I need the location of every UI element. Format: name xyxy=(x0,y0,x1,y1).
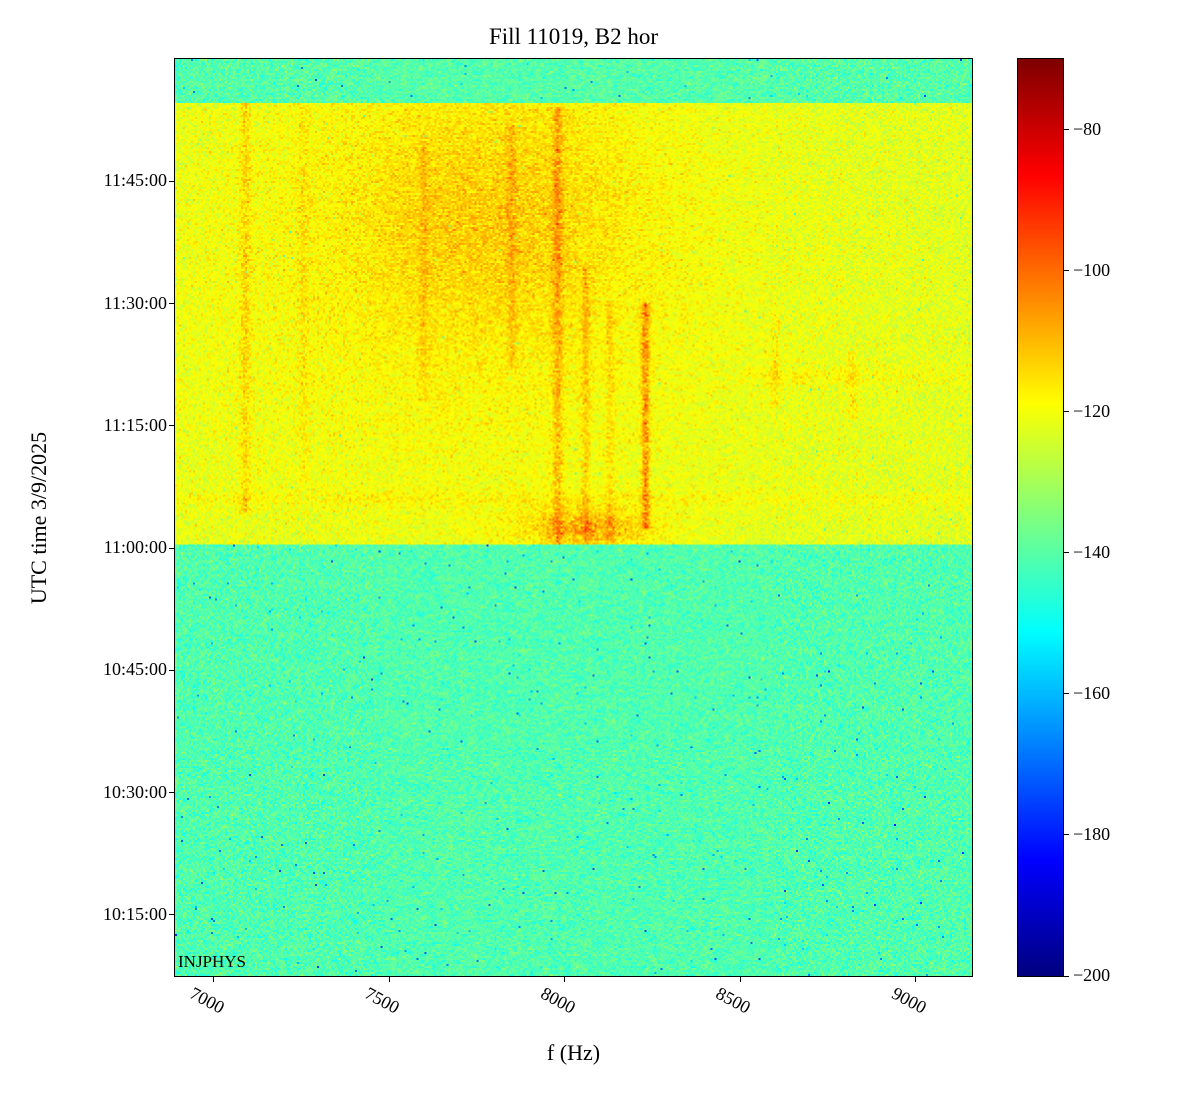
x-tick-mark xyxy=(915,976,917,982)
y-tick-label: 11:30:00 xyxy=(103,292,167,313)
colorbar-tick-mark xyxy=(1063,975,1069,977)
x-tick-label: 8000 xyxy=(537,983,579,1018)
y-tick-label: 11:15:00 xyxy=(103,414,167,435)
y-tick-mark xyxy=(169,792,175,794)
y-tick-label: 10:30:00 xyxy=(102,781,167,802)
x-tick-mark xyxy=(213,976,215,982)
x-tick-mark xyxy=(388,976,390,982)
colorbar-tick-label: −100 xyxy=(1073,259,1111,280)
chart-title: Fill 11019, B2 hor xyxy=(488,24,659,49)
colorbar-tick-mark xyxy=(1063,834,1069,836)
y-tick-label: 10:45:00 xyxy=(102,659,167,680)
colorbar-tick-label: −200 xyxy=(1073,965,1111,985)
x-tick-mark xyxy=(739,976,741,982)
x-tick-mark xyxy=(564,976,566,982)
x-tick-label: 7000 xyxy=(186,983,228,1018)
y-tick-mark xyxy=(169,303,175,305)
colorbar-tick-label: −180 xyxy=(1073,823,1111,844)
y-tick-mark xyxy=(169,180,175,182)
x-tick-label: 8500 xyxy=(712,983,755,1018)
y-tick-mark xyxy=(169,425,175,427)
x-axis-label: f (Hz) xyxy=(546,1040,601,1065)
colorbar-tick-label: −120 xyxy=(1073,400,1111,421)
beam-mode-label: INJPHYS xyxy=(178,952,247,971)
colorbar-tick-label: −80 xyxy=(1073,118,1102,139)
colorbar-tick-mark xyxy=(1063,552,1069,554)
colorbar-tick-mark xyxy=(1063,411,1069,413)
y-tick-label: 11:00:00 xyxy=(103,537,167,558)
x-tick-label: 9000 xyxy=(888,983,930,1018)
colorbar-tick-mark xyxy=(1063,693,1069,695)
colorbar-tick-label: −160 xyxy=(1073,682,1111,703)
colorbar-tick-mark xyxy=(1063,129,1069,131)
x-tick-label: 7500 xyxy=(361,983,403,1018)
y-tick-mark xyxy=(169,669,175,671)
spectrogram-heatmap xyxy=(175,59,972,976)
y-tick-mark xyxy=(169,914,175,916)
colorbar-tick-mark xyxy=(1063,270,1069,272)
y-tick-mark xyxy=(169,547,175,549)
colorbar xyxy=(1017,58,1064,977)
colorbar-tick-label: −140 xyxy=(1073,541,1111,562)
y-axis-label: UTC time 3/9/2025 xyxy=(26,431,51,605)
y-tick-label: 10:15:00 xyxy=(102,903,167,924)
y-tick-label: 11:45:00 xyxy=(103,170,167,191)
